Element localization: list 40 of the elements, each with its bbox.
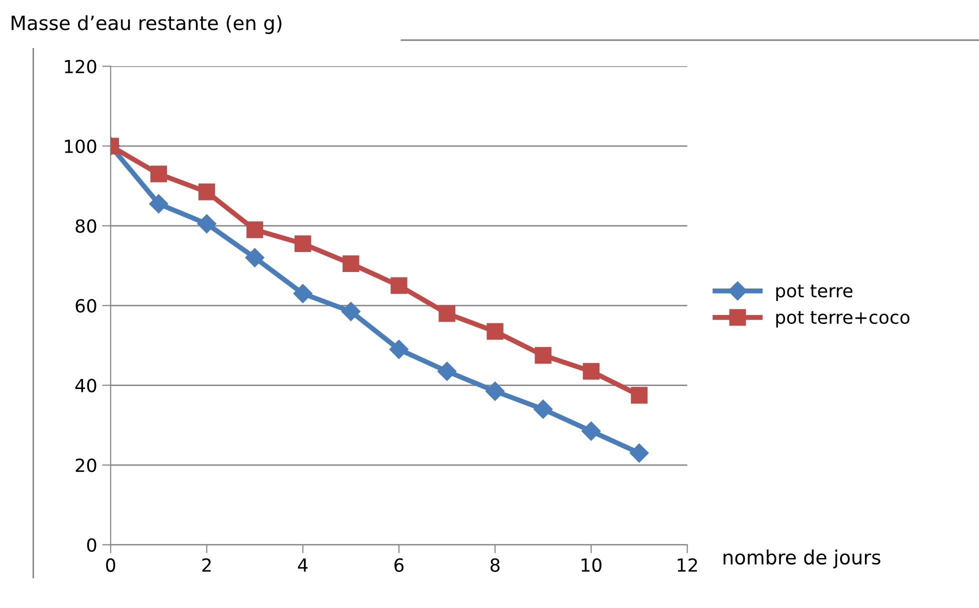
point (246, 221, 264, 238)
x-tick-label: 6 (394, 558, 404, 572)
point (197, 214, 216, 234)
point (293, 284, 312, 304)
point (582, 422, 601, 441)
point (534, 400, 553, 419)
point (150, 166, 168, 182)
point (341, 302, 360, 322)
point (534, 347, 552, 364)
legend-label: pot terre (776, 284, 852, 302)
x-tick-label: 0 (106, 558, 116, 572)
point (582, 362, 600, 380)
point (486, 382, 505, 401)
y-tick-label: 60 (76, 298, 96, 313)
point (390, 277, 408, 294)
legend-label: pot terre+coco (776, 311, 910, 328)
point (437, 362, 457, 381)
x-tick-label: 4 (298, 558, 308, 572)
point (486, 323, 504, 340)
point (198, 184, 216, 200)
x-axis-title: nombre de jours (724, 550, 880, 568)
y-tick-label: 20 (76, 458, 96, 472)
point (149, 194, 168, 214)
x-tick-label: 10 (582, 558, 602, 572)
y-tick-label: 100 (64, 139, 96, 154)
y-tick-label: 120 (64, 60, 96, 74)
point (438, 305, 456, 322)
y-tick-label: 0 (87, 538, 96, 552)
y-axis-title: Masse d’eau restante (en g) (12, 15, 282, 34)
point (389, 340, 408, 359)
y-tick-label: 40 (75, 378, 96, 392)
point (294, 235, 312, 252)
point (245, 248, 264, 268)
y-tick-label: 80 (76, 219, 96, 233)
x-tick-label: 8 (490, 558, 500, 572)
point (342, 255, 360, 272)
x-tick-label: 12 (678, 558, 697, 572)
x-tick-label: 2 (202, 558, 211, 572)
point (630, 444, 649, 463)
point (630, 386, 648, 404)
